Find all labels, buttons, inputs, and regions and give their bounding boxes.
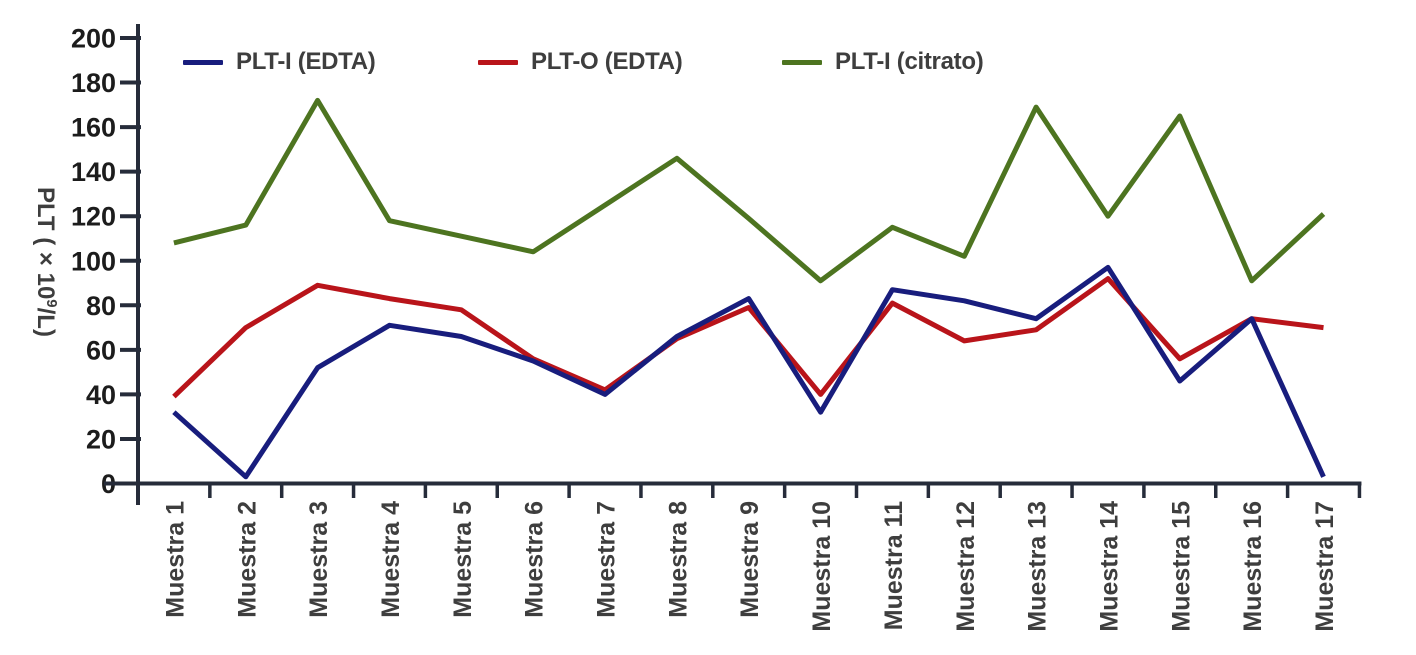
y-axis-title: PLT ( × 109/L) <box>32 187 60 337</box>
x-category-label: Muestra 15 <box>1167 501 1195 632</box>
legend-item-plt-i-edta: PLT-I (EDTA) <box>183 44 376 80</box>
x-category-label: Muestra 7 <box>593 501 621 618</box>
y-tick-label: 100 <box>71 246 116 276</box>
x-category-label: Muestra 2 <box>233 501 261 618</box>
legend-item-plt-o-edta: PLT-O (EDTA) <box>478 44 683 80</box>
x-category-label: Muestra 10 <box>808 501 836 632</box>
legend-label-plt-i-edta: PLT-I (EDTA) <box>236 48 376 75</box>
x-category-label: Muestra 9 <box>736 501 764 618</box>
x-category-label: Muestra 12 <box>952 501 980 632</box>
y-tick-label: 160 <box>71 113 116 143</box>
y-tick-label: 20 <box>86 424 116 454</box>
x-category-label: Muestra 3 <box>305 501 333 618</box>
legend-swatch-plt-o-edta <box>478 59 518 65</box>
x-category-label: Muestra 4 <box>377 501 405 618</box>
x-category-label: Muestra 16 <box>1239 501 1267 632</box>
y-tick-label: 140 <box>71 157 116 187</box>
x-category-label: Muestra 11 <box>880 501 908 630</box>
y-tick-label: 200 <box>71 24 116 54</box>
legend-label-plt-o-edta: PLT-O (EDTA) <box>531 48 683 75</box>
x-category-label: Muestra 17 <box>1311 501 1339 632</box>
x-category-label: Muestra 14 <box>1095 501 1123 632</box>
x-category-label: Muestra 5 <box>449 501 477 618</box>
legend-item-plt-i-citrato: PLT-I (citrato) <box>782 44 984 80</box>
x-category-label: Muestra 13 <box>1024 501 1052 632</box>
x-category-label: Muestra 1 <box>161 501 189 618</box>
series-line-plt-i-citrato <box>173 97 1326 284</box>
legend-swatch-plt-i-edta <box>183 59 223 65</box>
x-category-label: Muestra 6 <box>521 501 549 618</box>
y-tick-label: 120 <box>71 202 116 232</box>
y-tick-label: 40 <box>86 380 116 410</box>
legend-label-plt-i-citrato: PLT-I (citrato) <box>835 48 984 75</box>
series-line-plt-i-edta <box>172 264 1326 480</box>
y-tick-label: 180 <box>71 68 116 98</box>
y-tick-label: 80 <box>86 291 116 321</box>
legend-swatch-plt-i-citrato <box>782 59 822 65</box>
x-category-label: Muestra 8 <box>664 501 692 618</box>
chart-legend: PLT-I (EDTA) PLT-O (EDTA) PLT-I (citrato… <box>0 44 1416 80</box>
y-tick-label: 60 <box>86 335 116 365</box>
